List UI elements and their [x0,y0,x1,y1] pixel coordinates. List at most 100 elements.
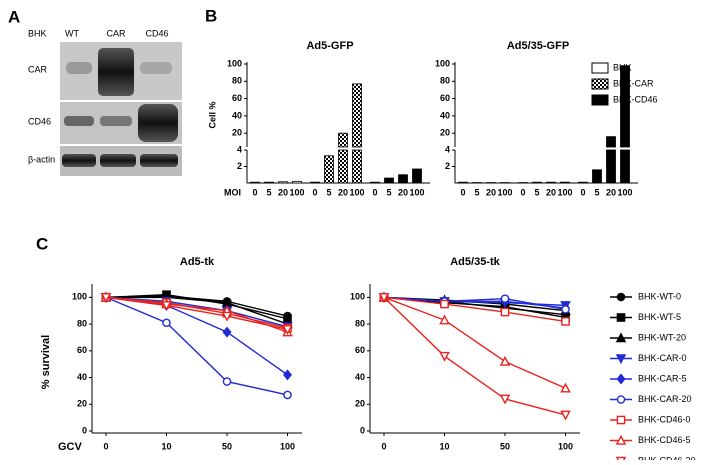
marker [284,370,291,379]
chart-title: Ad5/35-tk [450,256,500,268]
y-tick-label: 60 [355,345,365,355]
x-tick-label: 100 [409,187,424,197]
line [384,297,566,415]
y-tick-label: 100 [350,292,365,302]
bar [293,181,302,183]
x-tick-label: 100 [289,187,304,197]
x-tick-label: 0 [381,441,386,451]
y-tick-label: 40 [77,372,87,382]
x-tick-label: 0 [252,187,257,197]
legend-label: BHK-CAR-5 [638,373,687,383]
bar [399,175,408,183]
marker [617,416,624,423]
y-tick-label: 100 [435,58,450,68]
y-tick-label: 20 [355,399,365,409]
legend-label: BHK-CAR [613,78,654,88]
x-tick-label: 0 [580,187,585,197]
bar [547,182,556,183]
marker [163,319,170,326]
x-tick-label: 20 [486,187,496,197]
marker [561,411,569,419]
y-tick-label: 100 [227,58,242,68]
x-tick-label: 50 [222,441,232,451]
bar [621,150,630,183]
y-tick-label: 4 [237,144,242,154]
marker [440,353,448,361]
x-tick-label: 5 [326,187,331,197]
bar-upper [607,137,616,147]
marker [501,295,508,302]
y-tick-label: 40 [232,110,242,120]
bar [325,156,334,183]
marker [223,378,230,385]
bar [265,182,274,183]
x-tick-label: 0 [312,187,317,197]
line [384,297,566,388]
bar [279,182,288,183]
y-tick-label: 0 [82,425,87,435]
y-tick-label: 20 [77,399,87,409]
y-tick-label: 2 [237,161,242,171]
panel-label: A [8,7,20,26]
x-tick-label: 5 [266,187,271,197]
bar [533,182,542,183]
chart-title: Ad5/35-GFP [507,40,569,52]
legend-label: BHK-WT-0 [638,291,681,301]
legend-label: BHK-WT-20 [638,332,686,342]
y-tick-label: 100 [72,292,87,302]
x-axis-label: GCV [58,441,83,453]
y-axis-label: % survival [40,335,52,389]
y-tick-label: 2 [445,161,450,171]
bar [593,170,602,183]
legend-label: BHK-CD46 [613,94,658,104]
y-tick-label: 80 [355,318,365,328]
x-tick-label: 20 [606,187,616,197]
x-tick-label: 5 [474,187,479,197]
y-tick-label: 80 [440,76,450,86]
lane-label: CD46 [145,28,168,38]
x-tick-label: 20 [546,187,556,197]
y-tick-label: 40 [440,110,450,120]
y-tick-label: 60 [77,345,87,355]
panel-label: C [36,234,48,253]
marker [562,306,569,313]
lane-label: WT [65,28,79,38]
bar [561,182,570,183]
bar [413,169,422,183]
y-tick-label: 20 [440,128,450,138]
bar [371,182,380,183]
y-tick-label: 20 [232,128,242,138]
legend-label: BHK-CD46-0 [638,414,691,424]
bar [579,182,588,183]
legend-label: BHK-CD46-20 [638,455,696,460]
y-tick-label: 0 [360,425,365,435]
marker [440,316,448,324]
x-tick-label: 20 [398,187,408,197]
row-label: β-actin [28,154,55,164]
bar [385,178,394,183]
marker [562,318,569,325]
x-tick-label: 5 [594,187,599,197]
lane-label: CAR [106,28,126,38]
y-tick-label: 40 [355,372,365,382]
x-tick-label: 100 [349,187,364,197]
x-tick-label: 0 [372,187,377,197]
row-label: CD46 [28,116,51,126]
marker [501,357,509,365]
bar [251,182,260,183]
x-tick-label: 0 [520,187,525,197]
x-tick-label: 100 [558,441,573,451]
x-tick-label: 10 [161,441,171,451]
x-tick-label: 5 [534,187,539,197]
line [106,297,288,329]
row-label: CAR [28,64,48,74]
x-tick-label: 0 [103,441,108,451]
marker [441,300,448,307]
y-axis-label: Cell % [207,101,217,128]
y-tick-label: 80 [232,76,242,86]
bar [311,182,320,183]
x-tick-label: 5 [386,187,391,197]
x-tick-label: 50 [500,441,510,451]
y-tick-label: 60 [440,93,450,103]
y-tick-label: 80 [77,318,87,328]
